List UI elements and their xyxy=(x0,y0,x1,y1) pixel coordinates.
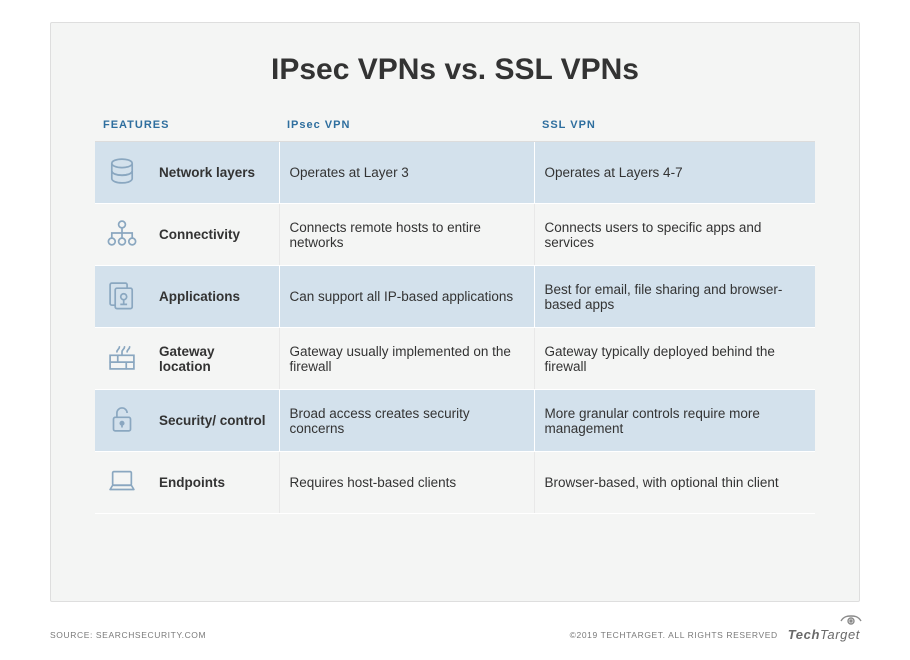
ipsec-cell: Requires host-based clients xyxy=(279,452,534,514)
ipsec-cell: Broad access creates security concerns xyxy=(279,390,534,452)
ipsec-cell: Connects remote hosts to entire networks xyxy=(279,204,534,266)
table-row: Gateway location Gateway usually impleme… xyxy=(95,328,815,390)
comparison-card: IPsec VPNs vs. SSL VPNs FEATURES IPsec V… xyxy=(50,22,860,602)
table-row: Connectivity Connects remote hosts to en… xyxy=(95,204,815,266)
table-row: Applications Can support all IP-based ap… xyxy=(95,266,815,328)
source-value: SEARCHSECURITY.COM xyxy=(96,630,206,640)
col-header-ipsec: IPsec VPN xyxy=(279,111,534,142)
table-body: Network layers Operates at Layer 3 Opera… xyxy=(95,142,815,514)
copyright-text: ©2019 TECHTARGET. ALL RIGHTS RESERVED xyxy=(570,630,778,640)
feature-label: Gateway location xyxy=(149,328,279,390)
feature-label: Connectivity xyxy=(149,204,279,266)
ipsec-cell: Operates at Layer 3 xyxy=(279,142,534,204)
ssl-cell: Best for email, file sharing and browser… xyxy=(534,266,815,328)
layers-icon xyxy=(95,142,149,204)
laptop-icon xyxy=(95,452,149,514)
ssl-cell: More granular controls require more mana… xyxy=(534,390,815,452)
footer-right: ©2019 TECHTARGET. ALL RIGHTS RESERVED Te… xyxy=(570,627,860,642)
apps-icon xyxy=(95,266,149,328)
table-row: Network layers Operates at Layer 3 Opera… xyxy=(95,142,815,204)
table-header-row: FEATURES IPsec VPN SSL VPN xyxy=(95,111,815,142)
ipsec-cell: Can support all IP-based applications xyxy=(279,266,534,328)
footer-source: SOURCE: SEARCHSECURITY.COM xyxy=(50,630,206,640)
feature-label: Endpoints xyxy=(149,452,279,514)
col-header-features: FEATURES xyxy=(95,111,279,142)
lock-icon xyxy=(95,390,149,452)
footer: SOURCE: SEARCHSECURITY.COM ©2019 TECHTAR… xyxy=(50,627,860,642)
ssl-cell: Connects users to specific apps and serv… xyxy=(534,204,815,266)
firewall-icon xyxy=(95,328,149,390)
ipsec-cell: Gateway usually implemented on the firew… xyxy=(279,328,534,390)
eye-icon xyxy=(840,615,862,630)
techtarget-logo: TechTarget xyxy=(788,627,860,642)
ssl-cell: Operates at Layers 4-7 xyxy=(534,142,815,204)
feature-label: Applications xyxy=(149,266,279,328)
source-label: SOURCE: xyxy=(50,630,93,640)
ssl-cell: Gateway typically deployed behind the fi… xyxy=(534,328,815,390)
page-title: IPsec VPNs vs. SSL VPNs xyxy=(95,53,815,87)
table-row: Endpoints Requires host-based clients Br… xyxy=(95,452,815,514)
network-icon xyxy=(95,204,149,266)
comparison-table: FEATURES IPsec VPN SSL VPN Network layer… xyxy=(95,111,815,514)
feature-label: Network layers xyxy=(149,142,279,204)
ssl-cell: Browser-based, with optional thin client xyxy=(534,452,815,514)
table-row: Security/ control Broad access creates s… xyxy=(95,390,815,452)
feature-label: Security/ control xyxy=(149,390,279,452)
col-header-ssl: SSL VPN xyxy=(534,111,815,142)
